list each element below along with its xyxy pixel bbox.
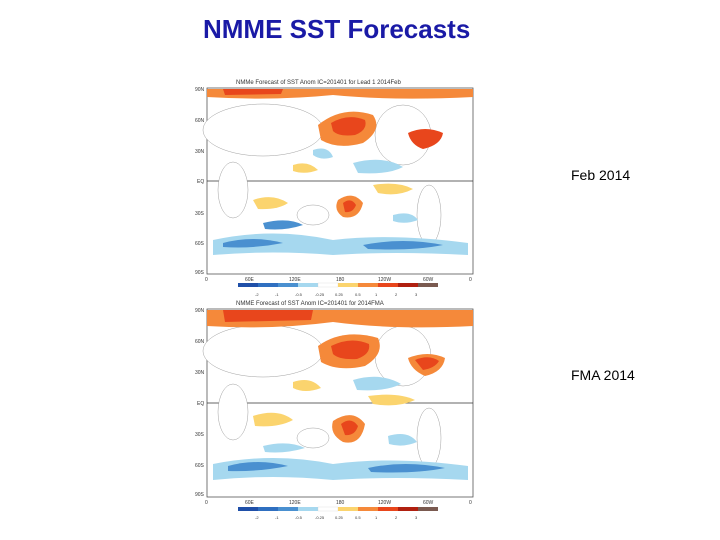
lon-label: 60W	[423, 500, 434, 506]
warm-anomaly	[408, 129, 443, 149]
warm-anomaly	[223, 89, 283, 95]
panel-label-fma: FMA 2014	[571, 367, 635, 383]
colorbar-swatch	[418, 283, 438, 287]
colorbar-swatch	[298, 283, 318, 287]
warm-anomaly	[293, 163, 318, 173]
cool-anomaly	[263, 443, 305, 453]
land-australia	[296, 427, 330, 449]
warm-anomaly	[415, 357, 439, 370]
lat-label: 90N	[195, 308, 205, 314]
warm-anomaly	[368, 394, 415, 406]
lon-label: 120E	[289, 277, 301, 283]
lat-label: 90N	[195, 87, 205, 93]
lat-label: EQ	[197, 401, 204, 407]
cool-anomaly	[388, 434, 417, 446]
cool-anomaly	[263, 220, 303, 230]
cool-anomaly	[353, 376, 401, 391]
cool-anomaly	[368, 464, 445, 473]
lat-label: 90S	[195, 492, 205, 498]
lat-label: 60S	[195, 241, 205, 247]
lat-label: 30S	[195, 432, 205, 438]
colorbar-swatch	[258, 283, 278, 287]
lon-label: 60E	[245, 500, 255, 506]
sst-anomaly-field	[202, 310, 473, 480]
map-title: NMME Forecast of SST Anom IC=201401 for …	[236, 301, 384, 307]
colorbar-swatch	[378, 283, 398, 287]
lon-label: 0	[205, 277, 208, 283]
colorbar-swatch	[358, 283, 378, 287]
land-south-america	[416, 184, 442, 246]
warm-anomaly	[253, 197, 288, 210]
cool-anomaly	[363, 241, 443, 250]
colorbar-swatch	[338, 507, 358, 511]
cool-anomaly	[353, 159, 403, 174]
lon-label: 0	[205, 500, 208, 506]
colorbar-swatch	[358, 507, 378, 511]
land-eurasia	[202, 324, 324, 378]
colorbar-swatch	[378, 507, 398, 511]
lat-label: 30S	[195, 211, 205, 217]
colorbar-swatch	[258, 507, 278, 511]
land-australia	[296, 204, 330, 226]
cool-anomaly	[223, 239, 283, 248]
lon-label: 120E	[289, 500, 301, 506]
warm-anomaly	[223, 310, 313, 322]
lon-label: 180	[336, 277, 345, 283]
cool-anomaly	[213, 458, 468, 480]
colorbar-swatch	[278, 507, 298, 511]
warm-anomaly	[293, 380, 321, 391]
warm-anomaly	[253, 412, 293, 427]
cool-anomaly	[393, 213, 418, 223]
colorbar-swatch	[317, 506, 339, 512]
cool-anomaly	[213, 233, 468, 255]
lon-label: 60W	[423, 277, 434, 283]
colorbar-swatch	[338, 283, 358, 287]
sst-anomaly-field	[202, 89, 473, 255]
lat-label: EQ	[197, 179, 204, 185]
colorbar-swatch	[238, 283, 258, 287]
colorbar-swatch	[418, 507, 438, 511]
land-eurasia	[202, 103, 324, 157]
panel-label-feb: Feb 2014	[571, 167, 631, 183]
forecast-map-fma: NMME Forecast of SST Anom IC=201401 for …	[193, 296, 635, 516]
lon-label: 120W	[378, 277, 391, 283]
lat-label: 60N	[195, 118, 205, 124]
lat-label: 30N	[195, 370, 205, 376]
warm-anomaly	[373, 183, 413, 195]
colorbar-swatch	[298, 507, 318, 511]
colorbar-swatch	[238, 507, 258, 511]
forecast-map-feb: NMMe Forecast of SST Anom IC=201401 for …	[193, 75, 630, 290]
land-africa	[217, 383, 249, 441]
map-title: NMMe Forecast of SST Anom IC=201401 for …	[236, 80, 401, 86]
warm-anomaly	[331, 117, 366, 136]
lon-label: 60E	[245, 277, 255, 283]
warm-anomaly	[343, 200, 356, 213]
colorbar	[238, 506, 438, 512]
slide-title: NMME SST Forecasts	[203, 14, 471, 44]
land-africa	[217, 161, 249, 219]
colorbar-swatch	[278, 283, 298, 287]
lat-label: 30N	[195, 149, 205, 155]
warm-anomaly	[331, 340, 370, 360]
lat-label: 90S	[195, 270, 205, 276]
land-south-america	[416, 407, 442, 469]
lon-label: 120W	[378, 500, 391, 506]
lat-label: 60S	[195, 463, 205, 469]
lon-label: 0	[469, 500, 472, 506]
cool-anomaly	[228, 462, 288, 472]
colorbar-swatch	[398, 507, 418, 511]
cool-anomaly	[313, 148, 333, 159]
lon-label: 0	[469, 277, 472, 283]
colorbar-swatch	[398, 283, 418, 287]
lon-label: 180	[336, 500, 345, 506]
colorbar-swatch	[317, 282, 339, 288]
colorbar	[238, 282, 438, 288]
warm-anomaly	[341, 420, 358, 436]
lat-label: 60N	[195, 339, 205, 345]
